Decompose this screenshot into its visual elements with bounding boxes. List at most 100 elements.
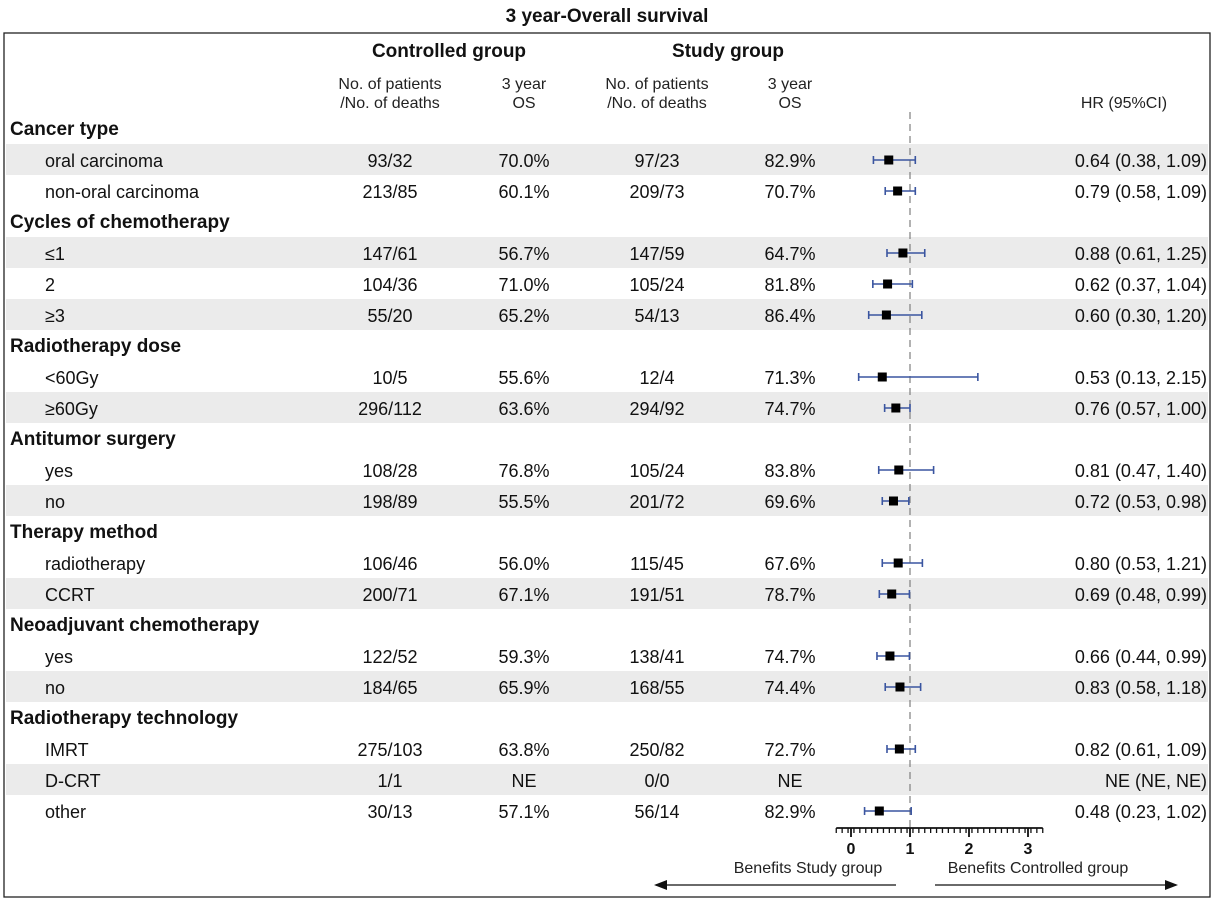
study-os-cell: 82.9% [764, 151, 815, 171]
study-patients-cell: 115/45 [630, 554, 684, 574]
row-label: other [45, 802, 86, 822]
study-patients-cell: 294/92 [629, 399, 684, 419]
study-os-cell: 69.6% [764, 492, 815, 512]
row-label: radiotherapy [45, 554, 145, 574]
table-rows: Cancer type oral carcinoma 93/32 70.0% 97/23… [10, 119, 1207, 822]
study-patients-cell: 201/72 [629, 492, 684, 512]
controlled-os-cell: 63.8% [498, 740, 549, 760]
controlled-patients-cell: 108/28 [362, 461, 417, 481]
study-patients-cell: 12/4 [639, 368, 674, 388]
row-stripe [6, 237, 1208, 268]
hr-column-header: HR (95%CI) [1081, 95, 1167, 112]
study-os-cell: 78.7% [764, 585, 815, 605]
row-stripe [6, 299, 1208, 330]
controlled-os-cell: 63.6% [498, 399, 549, 419]
controlled-patients-cell: 296/112 [358, 399, 422, 419]
x-axis-tick-label: 0 [847, 841, 856, 858]
row-label: ≥3 [45, 306, 65, 326]
controlled-os-cell: 65.2% [498, 306, 549, 326]
subgroup-header: Radiotherapy dose [10, 336, 181, 357]
hr-point [894, 744, 904, 754]
study-patients-cell: 209/73 [629, 182, 684, 202]
controlled-os-cell: 70.0% [498, 151, 549, 171]
controlled-os-header-unit: OS [512, 95, 535, 112]
study-patients-cell: 54/13 [634, 306, 679, 326]
row-stripe [6, 671, 1208, 702]
hr-ci-value: 0.60 (0.30, 1.20) [1075, 306, 1207, 326]
study-patients-cell: 0/0 [644, 771, 669, 791]
study-os-cell: 74.4% [764, 678, 815, 698]
row-label: IMRT [45, 740, 89, 760]
hr-ci-value: 0.79 (0.58, 1.09) [1075, 182, 1207, 202]
controlled-patients-cell: 1/1 [377, 771, 402, 791]
hr-ci-value: 0.62 (0.37, 1.04) [1075, 275, 1207, 295]
x-axis-tick-label: 2 [965, 841, 974, 858]
subgroup-header: Radiotherapy technology [10, 708, 238, 729]
row-label: CCRT [45, 585, 95, 605]
row-label: <60Gy [45, 368, 99, 388]
controlled-patients-cell: 93/32 [367, 151, 412, 171]
hr-ci-value: 0.48 (0.23, 1.02) [1075, 802, 1207, 822]
study-os-cell: 64.7% [764, 244, 815, 264]
row-stripe [6, 392, 1208, 423]
study-os-cell: 86.4% [764, 306, 815, 326]
controlled-patients-cell: 200/71 [362, 585, 417, 605]
controlled-os-cell: 67.1% [498, 585, 549, 605]
controlled-os-cell: 76.8% [498, 461, 549, 481]
study-os-header: 3 year [768, 76, 813, 93]
row-stripe [6, 578, 1208, 609]
hr-ci-value: 0.72 (0.53, 0.98) [1075, 492, 1207, 512]
direction-label-right: Benefits Controlled group [948, 860, 1129, 877]
hr-ci-value: 0.64 (0.38, 1.09) [1075, 151, 1207, 171]
controlled-patients-cell: 147/61 [362, 244, 417, 264]
row-label: non-oral carcinoma [45, 182, 200, 202]
hr-ci-value: 0.53 (0.13, 2.15) [1075, 368, 1207, 388]
controlled-os-cell: 55.5% [498, 492, 549, 512]
controlled-os-cell: 60.1% [498, 182, 549, 202]
controlled-group-heading: Controlled group [372, 41, 526, 62]
controlled-os-cell: 57.1% [498, 802, 549, 822]
row-label: ≥60Gy [45, 399, 98, 419]
controlled-os-cell: 56.0% [498, 554, 549, 574]
controlled-os-cell: NE [511, 771, 536, 791]
row-stripe [6, 764, 1208, 795]
study-os-cell: NE [777, 771, 802, 791]
hr-point [894, 465, 904, 475]
controlled-os-cell: 55.6% [498, 368, 549, 388]
row-label: ≤1 [45, 244, 65, 264]
controlled-patients-cell: 104/36 [362, 275, 417, 295]
study-patients-cell: 105/24 [629, 461, 684, 481]
study-os-cell: 67.6% [764, 554, 815, 574]
hr-point [893, 558, 903, 568]
study-patients-cell: 168/55 [629, 678, 684, 698]
hr-point [893, 186, 903, 196]
study-patients-cell: 56/14 [634, 802, 679, 822]
row-label: 2 [45, 275, 55, 295]
hr-point [885, 651, 895, 661]
hr-ci-value: NE (NE, NE) [1105, 771, 1207, 791]
subgroup-header: Antitumor surgery [10, 429, 176, 450]
subgroup-header: Therapy method [10, 522, 158, 543]
hr-ci-value: 0.76 (0.57, 1.00) [1075, 399, 1207, 419]
controlled-patients-cell: 106/46 [362, 554, 417, 574]
row-stripe [6, 485, 1208, 516]
hr-ci-value: 0.66 (0.44, 0.99) [1075, 647, 1207, 667]
study-os-cell: 74.7% [764, 647, 815, 667]
hr-point [883, 279, 893, 289]
hr-point [898, 248, 908, 258]
row-stripe [6, 144, 1208, 175]
row-label: no [45, 678, 65, 698]
figure-border [3, 32, 1211, 898]
controlled-patients-cell: 198/89 [362, 492, 417, 512]
row-label: yes [45, 647, 73, 667]
hr-ci-value: 0.83 (0.58, 1.18) [1075, 678, 1207, 698]
controlled-patients-header: No. of patients [338, 76, 441, 93]
controlled-patients-cell: 184/65 [362, 678, 417, 698]
controlled-patients-cell: 30/13 [367, 802, 412, 822]
hr-point [888, 496, 898, 506]
study-os-cell: 71.3% [764, 368, 815, 388]
study-os-cell: 82.9% [764, 802, 815, 822]
direction-arrow-right [935, 880, 1178, 890]
